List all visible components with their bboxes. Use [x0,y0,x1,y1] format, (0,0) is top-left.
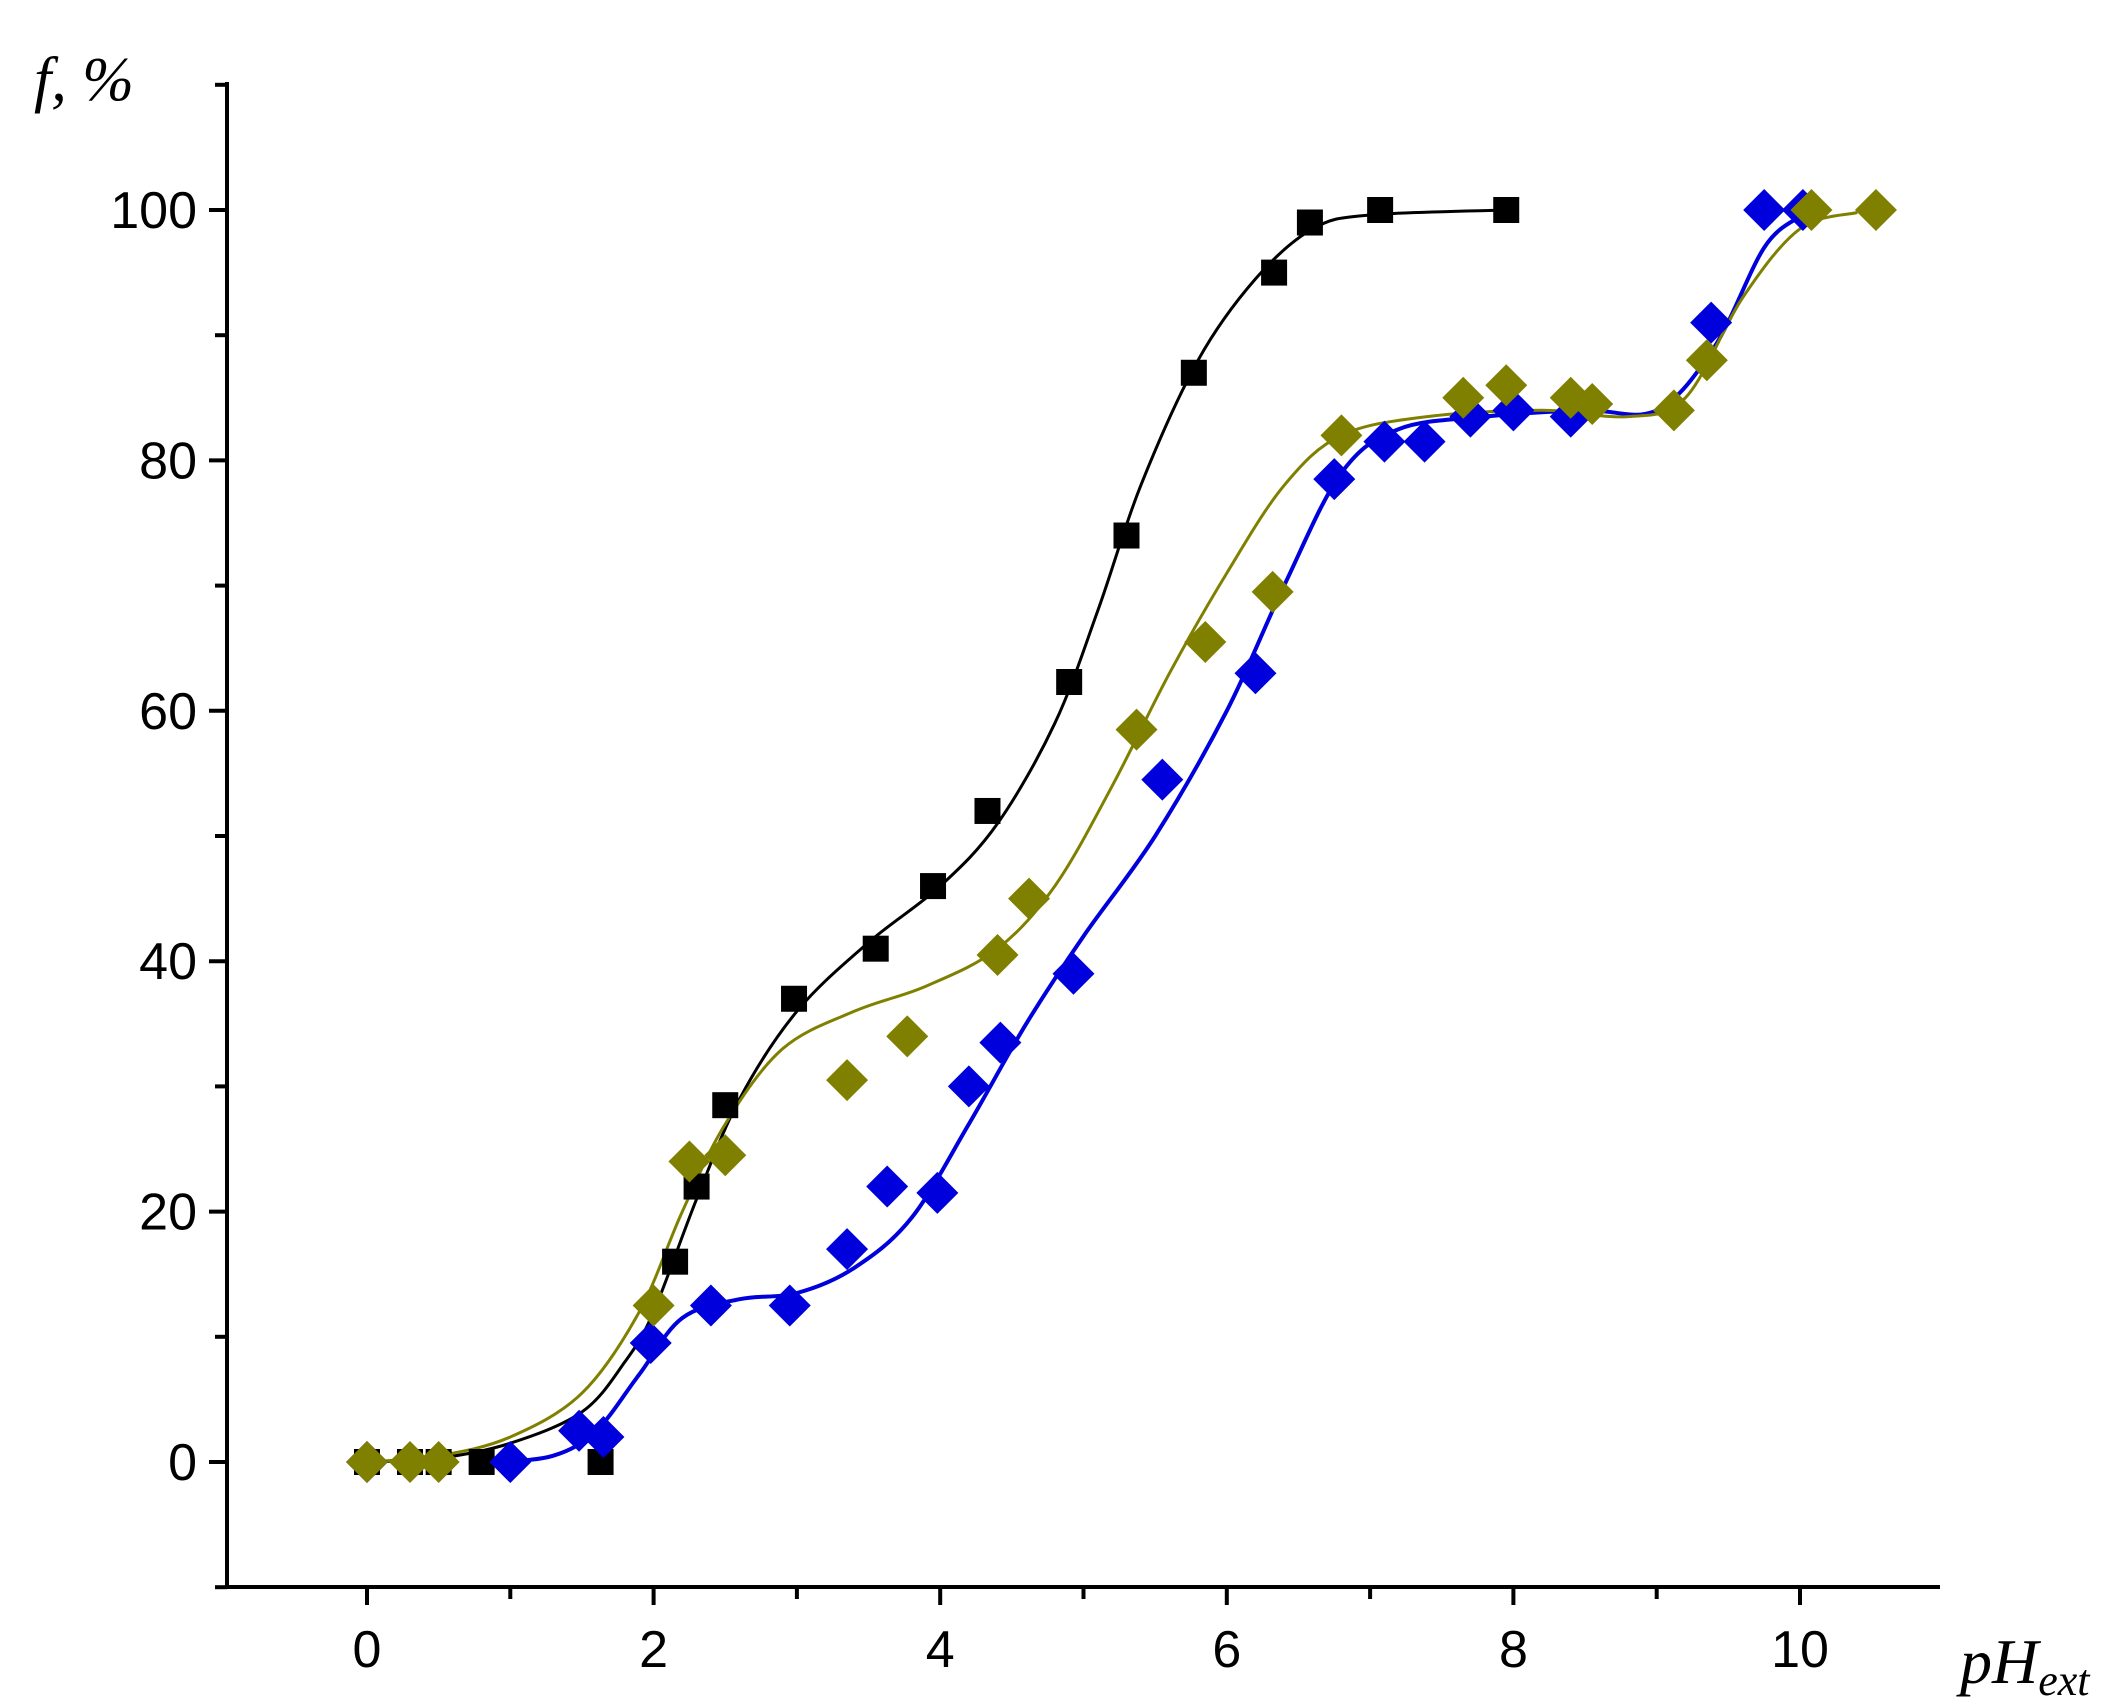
data-point-diamond [1320,414,1363,457]
data-point-square [862,935,889,962]
data-point-diamond [704,1134,747,1177]
fit-curves [366,208,1858,1464]
data-markers [346,189,1897,1483]
data-point-diamond [826,1059,869,1102]
data-point-square [712,1092,739,1119]
y-tick-label: 100 [110,182,197,240]
y-tick-label: 40 [139,933,197,991]
data-point-diamond [489,1441,532,1483]
y-tick-label: 20 [139,1184,197,1242]
y-tick-label: 60 [139,683,197,741]
data-point-square [920,873,947,900]
data-point-square [1296,209,1323,236]
fit-curve-series-0 [366,208,1507,1464]
data-point-diamond [768,1284,811,1327]
data-point-diamond [1008,877,1051,920]
data-point-diamond [668,1140,711,1183]
data-point-square [1180,359,1207,386]
data-point-diamond [916,1171,959,1214]
data-point-diamond [1652,389,1695,432]
data-point-square [1113,522,1140,549]
x-tick-label: 0 [353,1621,382,1679]
data-point-diamond [417,1441,460,1483]
y-tick-label: 80 [139,432,197,490]
data-point-diamond [947,1065,990,1108]
x-tick-label: 4 [926,1621,955,1679]
x-axis-title-main: pH [1956,1626,2042,1697]
data-point-square [662,1248,689,1275]
data-point-diamond [346,1441,388,1483]
data-point-diamond [1184,620,1227,663]
data-point-diamond [1571,383,1614,426]
data-point-diamond [976,933,1019,976]
data-point-diamond [1251,570,1294,613]
data-point-diamond [1313,458,1356,501]
data-point-diamond [886,1015,929,1058]
data-point-diamond [866,1165,909,1208]
data-point-square [1367,197,1394,223]
data-point-diamond [632,1284,675,1327]
axis-labels: f, % pHext [34,46,2091,1705]
x-tick-label: 2 [639,1621,668,1679]
data-point-diamond [1052,952,1095,995]
x-tick-label: 6 [1212,1621,1241,1679]
data-point-square [1261,259,1288,286]
data-point-square [974,797,1001,824]
x-tick-label: 10 [1771,1621,1829,1679]
data-point-diamond [1685,339,1728,382]
x-tick-label: 8 [1499,1621,1528,1679]
y-axis-title: f, % [34,46,134,114]
data-point-square [781,985,808,1012]
fit-curve-series-2 [366,211,1858,1464]
data-point-diamond [1485,364,1528,407]
data-point-diamond [1115,708,1158,751]
data-point-diamond [689,1284,732,1327]
data-point-diamond [1442,376,1485,419]
data-point-diamond [629,1322,672,1365]
data-point-diamond [826,1228,869,1271]
x-axis-title: pHext [1956,1626,2091,1705]
data-point-diamond [1363,420,1406,463]
axes: 0 20 40 60 80 100 0 2 4 6 8 10 [110,82,1940,1679]
data-point-diamond [582,1415,625,1458]
data-point-diamond [1690,301,1733,344]
data-point-diamond [1234,652,1277,695]
data-point-diamond [1141,758,1184,801]
y-tick-label: 0 [168,1434,197,1492]
data-point-diamond [979,1021,1022,1064]
data-point-square [1493,197,1520,223]
data-point-diamond [1403,420,1446,463]
data-point-diamond [1854,189,1897,231]
data-point-diamond [388,1441,431,1483]
data-point-square [1056,669,1083,696]
data-point-diamond [1790,189,1833,231]
data-point-diamond [1743,189,1786,231]
x-axis-title-sub: ext [2038,1656,2091,1705]
